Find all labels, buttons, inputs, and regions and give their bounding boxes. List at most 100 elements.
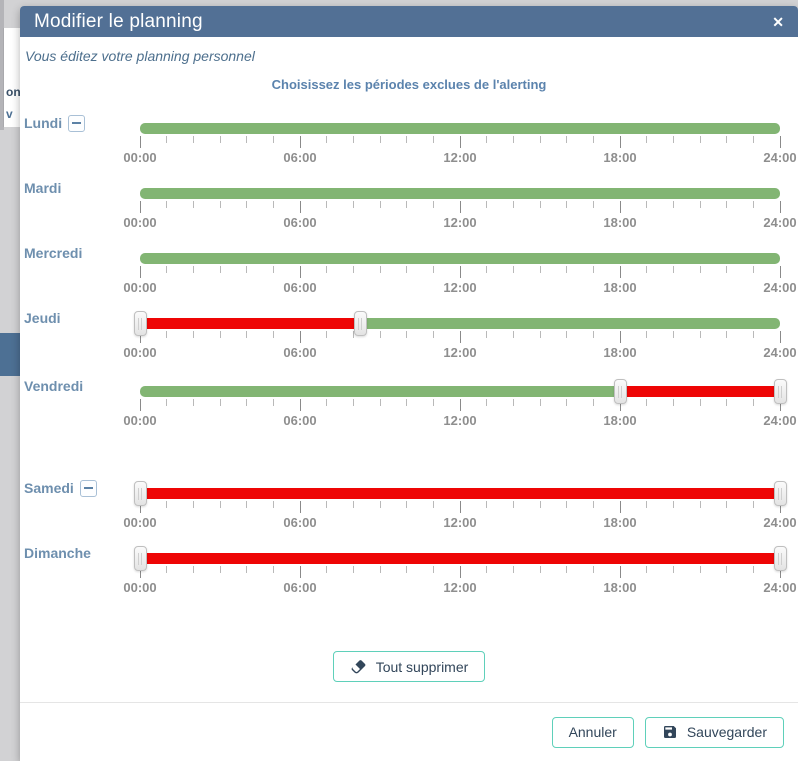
tick-mark bbox=[646, 266, 648, 273]
handle-grip bbox=[778, 385, 782, 398]
tick-mark bbox=[326, 331, 328, 338]
tick-mark bbox=[699, 331, 701, 338]
tick-mark bbox=[272, 201, 274, 208]
tick-mark bbox=[192, 136, 194, 143]
cancel-button[interactable]: Annuler bbox=[551, 716, 634, 748]
save-button[interactable]: Sauvegarder bbox=[644, 716, 784, 748]
tick-mark bbox=[486, 399, 488, 406]
tick-label: 24:00 bbox=[763, 280, 797, 295]
modal-subtitle: Vous éditez votre planning personnel bbox=[25, 48, 255, 64]
tick-mark bbox=[592, 266, 594, 273]
tick-mark bbox=[726, 399, 728, 406]
handle-grip bbox=[138, 487, 142, 500]
tick-mark bbox=[299, 201, 301, 213]
tick-mark bbox=[379, 399, 381, 406]
tick-label: 24:00 bbox=[763, 515, 797, 530]
tick-mark bbox=[646, 331, 648, 338]
tick-mark bbox=[726, 201, 728, 208]
tick-mark bbox=[379, 136, 381, 143]
delete-all-button[interactable]: Tout supprimer bbox=[332, 651, 486, 682]
day-label: Jeudi bbox=[24, 310, 61, 326]
tick-mark bbox=[779, 266, 781, 278]
minus-square-icon bbox=[72, 122, 82, 124]
slider-track[interactable] bbox=[140, 553, 780, 564]
handle-grip bbox=[778, 552, 782, 565]
tick-mark bbox=[139, 566, 141, 578]
tick-mark bbox=[246, 331, 248, 338]
tick-mark bbox=[352, 566, 354, 573]
tick-mark bbox=[672, 331, 674, 338]
tick-mark bbox=[192, 266, 194, 273]
slider-track[interactable] bbox=[140, 123, 780, 134]
tick-mark bbox=[459, 566, 461, 578]
tick-mark bbox=[539, 136, 541, 143]
tick-mark bbox=[379, 266, 381, 273]
slider-track[interactable] bbox=[140, 318, 780, 329]
tick-mark bbox=[726, 136, 728, 143]
tick-mark bbox=[406, 266, 408, 273]
tick-mark bbox=[619, 331, 621, 343]
slider-track[interactable] bbox=[140, 488, 780, 499]
tick-label: 00:00 bbox=[123, 280, 157, 295]
tick-mark bbox=[272, 501, 274, 508]
tick-mark bbox=[752, 201, 754, 208]
tick-mark bbox=[192, 399, 194, 406]
tick-mark bbox=[406, 399, 408, 406]
tick-mark bbox=[219, 399, 221, 406]
tick-mark bbox=[539, 201, 541, 208]
cancel-label: Annuler bbox=[568, 724, 617, 740]
tick-mark bbox=[726, 501, 728, 508]
tick-label: 00:00 bbox=[123, 413, 157, 428]
slider-handle[interactable] bbox=[613, 379, 627, 404]
slider-handle[interactable] bbox=[133, 546, 147, 571]
tick-mark bbox=[299, 331, 301, 343]
tick-mark bbox=[272, 266, 274, 273]
slider-track[interactable] bbox=[140, 188, 780, 199]
tick-label: 00:00 bbox=[123, 215, 157, 230]
slider-handle[interactable] bbox=[773, 481, 787, 506]
tick-mark bbox=[326, 136, 328, 143]
tick-mark bbox=[539, 399, 541, 406]
tick-mark bbox=[299, 136, 301, 148]
remove-day-button[interactable] bbox=[79, 479, 97, 497]
tick-mark bbox=[219, 566, 221, 573]
tick-mark bbox=[432, 266, 434, 273]
tick-mark bbox=[699, 501, 701, 508]
tick-mark bbox=[566, 331, 568, 338]
slider-handle[interactable] bbox=[773, 379, 787, 404]
slider-handle[interactable] bbox=[133, 481, 147, 506]
slider-segment-green bbox=[140, 123, 780, 134]
tick-label: 24:00 bbox=[763, 150, 797, 165]
tick-mark bbox=[566, 136, 568, 143]
tick-mark bbox=[246, 501, 248, 508]
handle-grip bbox=[138, 552, 142, 565]
slider-track[interactable] bbox=[140, 386, 780, 397]
tick-mark bbox=[246, 266, 248, 273]
tick-label: 18:00 bbox=[603, 280, 637, 295]
tick-mark bbox=[432, 501, 434, 508]
tick-mark bbox=[646, 201, 648, 208]
tick-mark bbox=[726, 266, 728, 273]
slider-handle[interactable] bbox=[133, 311, 147, 336]
tick-mark bbox=[486, 266, 488, 273]
tick-mark bbox=[326, 201, 328, 208]
tick-mark bbox=[459, 331, 461, 343]
tick-mark bbox=[139, 399, 141, 411]
tick-label: 24:00 bbox=[763, 580, 797, 595]
slider-segment-red bbox=[140, 488, 780, 499]
slider-handle[interactable] bbox=[773, 546, 787, 571]
day-rows: Lundi 00:00 06:00 12:00 18:00 24:00 Mardi 00:00… bbox=[20, 6, 798, 761]
tick-label: 18:00 bbox=[603, 413, 637, 428]
slider-handle[interactable] bbox=[353, 311, 367, 336]
slider-segment-red bbox=[140, 318, 360, 329]
handle-grip bbox=[358, 317, 362, 330]
tick-mark bbox=[139, 136, 141, 148]
tick-mark bbox=[512, 201, 514, 208]
handle-grip bbox=[138, 317, 142, 330]
tick-mark bbox=[192, 566, 194, 573]
close-icon[interactable]: ✕ bbox=[772, 13, 784, 30]
tick-label: 00:00 bbox=[123, 580, 157, 595]
remove-day-button[interactable] bbox=[68, 114, 86, 132]
slider-track[interactable] bbox=[140, 253, 780, 264]
minus-square-icon bbox=[83, 487, 93, 489]
